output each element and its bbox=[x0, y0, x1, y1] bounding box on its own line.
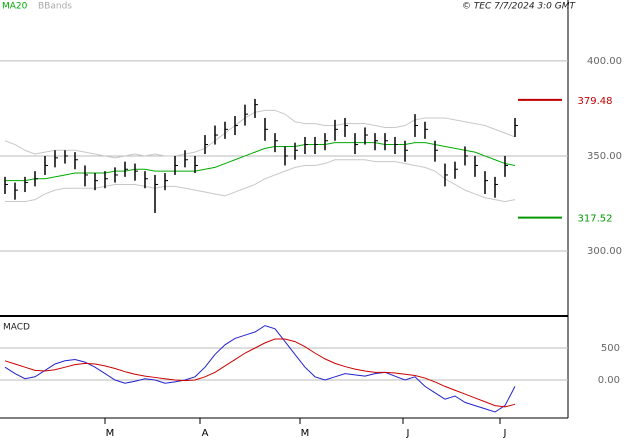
macd-line bbox=[4, 338, 516, 408]
x-tick-label: M bbox=[106, 428, 115, 439]
bband-upper bbox=[4, 109, 516, 159]
copyright: © TEC 7/7/2024 3:0 GMT bbox=[462, 2, 577, 12]
ma20-line bbox=[5, 142, 516, 182]
x-tick-label: A bbox=[202, 428, 209, 439]
legend-ma: MA20 bbox=[2, 2, 28, 12]
macd-title: MACD bbox=[3, 323, 30, 333]
y-tick-label: 350.00 bbox=[587, 151, 622, 162]
x-tick-label: M bbox=[301, 428, 310, 439]
y-tick-label: 0.00 bbox=[598, 375, 620, 386]
y-tick-label: 300.00 bbox=[587, 246, 622, 257]
macd-line bbox=[4, 325, 516, 413]
y-tick-label: 500 bbox=[601, 343, 620, 354]
level-label: 379.48 bbox=[578, 96, 613, 107]
level-label: 317.52 bbox=[578, 214, 613, 225]
x-tick-label: J bbox=[503, 428, 507, 439]
legend-bbands: BBands bbox=[38, 2, 72, 12]
bband-lower bbox=[5, 159, 516, 203]
y-tick-label: 400.00 bbox=[587, 56, 622, 67]
x-tick-label: J bbox=[406, 428, 410, 439]
